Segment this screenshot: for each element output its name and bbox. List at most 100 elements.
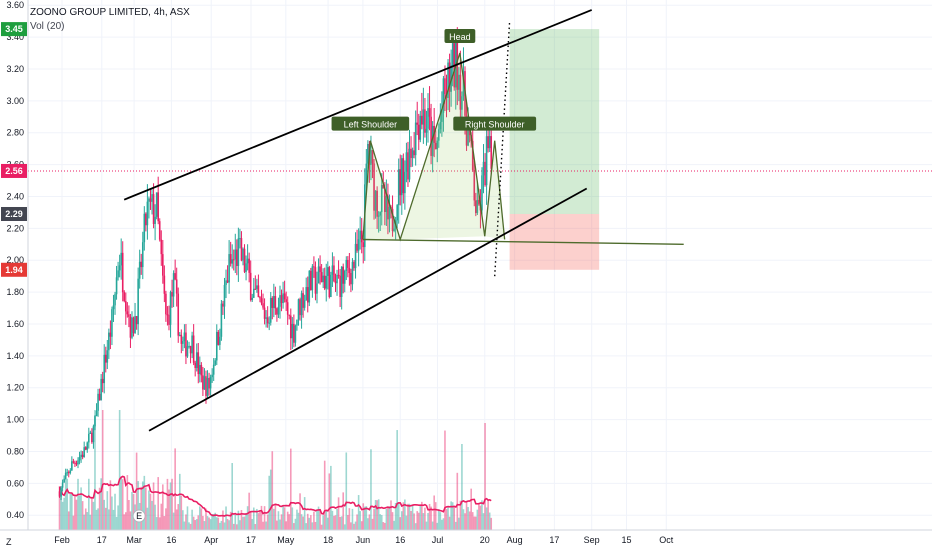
volume-bar <box>220 520 223 530</box>
volume-bar <box>151 500 153 530</box>
volume-bar <box>115 516 118 530</box>
candle-body <box>180 334 183 344</box>
volume-bar <box>162 484 164 530</box>
volume-bar <box>434 502 437 530</box>
x-tick-label: Jun <box>356 535 371 545</box>
candle-body <box>249 272 252 300</box>
candle-body <box>385 195 388 212</box>
candle-body <box>186 346 189 357</box>
price-tag-box <box>1 163 27 178</box>
candle-body <box>404 171 406 194</box>
volume-bar <box>75 499 78 530</box>
volume-bar <box>152 482 155 530</box>
volume-bar <box>129 511 132 530</box>
volume-bar <box>285 521 287 530</box>
candle-body <box>444 78 446 95</box>
candle-body <box>97 393 99 411</box>
volume-bar <box>471 512 474 530</box>
volume-bar <box>288 514 291 530</box>
candle-body <box>117 270 119 278</box>
candle-body <box>209 377 212 389</box>
volume-bar <box>211 514 213 530</box>
volume-bar <box>246 506 249 530</box>
candle-body <box>163 275 166 294</box>
volume-bar <box>399 517 402 530</box>
volume-bar <box>437 509 440 530</box>
volume-bar <box>475 516 477 530</box>
candle-body <box>316 283 318 294</box>
candle-body <box>340 266 343 297</box>
candle-body <box>337 274 340 276</box>
candle-body <box>215 331 218 361</box>
candle-body <box>101 378 104 384</box>
candle-body <box>183 332 186 342</box>
candle-body <box>129 316 132 338</box>
volume-bar <box>263 506 266 530</box>
candle-body <box>106 350 109 363</box>
candle-body <box>121 252 124 293</box>
candle-body <box>282 293 284 304</box>
candle-body <box>220 303 223 337</box>
volume-bar <box>226 518 229 530</box>
volume-bar <box>67 511 70 530</box>
candle-body <box>266 317 269 324</box>
volume-bar <box>310 515 312 530</box>
volume-bar <box>481 500 483 530</box>
candle-body <box>430 116 432 156</box>
candle-body <box>441 112 443 122</box>
candle-body <box>168 314 170 325</box>
candle-body <box>314 267 317 294</box>
candle-body <box>69 470 72 473</box>
candle-body <box>334 281 337 284</box>
volume-bar <box>319 510 321 530</box>
volume-bar <box>112 509 115 530</box>
candle-body <box>419 115 422 140</box>
candle-body <box>388 207 391 220</box>
volume-bar <box>97 508 99 530</box>
volume-bar <box>260 505 263 530</box>
volume-bar <box>279 519 281 530</box>
candle-body <box>485 136 488 186</box>
volume-bar <box>320 524 323 530</box>
volume-bar <box>316 509 318 530</box>
candle-body <box>319 266 321 273</box>
candle-body <box>427 108 429 129</box>
volume-bar <box>273 508 275 530</box>
candle-body <box>488 136 491 149</box>
candle-body <box>345 259 348 271</box>
volume-bars <box>58 410 493 530</box>
volume-bar <box>186 506 189 530</box>
volume-bar <box>379 514 382 530</box>
candle-body <box>203 376 206 390</box>
volume-bar <box>291 507 294 530</box>
candle-body <box>78 457 81 461</box>
candle-body <box>437 129 440 141</box>
candle-body <box>439 121 442 130</box>
x-tick-label: Jul <box>432 535 444 545</box>
volume-bar <box>71 493 73 530</box>
candle-body <box>277 306 280 315</box>
volume-bar <box>374 500 377 530</box>
neckline <box>362 238 684 245</box>
volume-bar <box>297 512 300 530</box>
volume-bar <box>232 523 235 530</box>
candles <box>58 27 493 501</box>
volume-bar <box>77 478 79 530</box>
candle-body <box>58 491 61 497</box>
candle-body <box>131 317 133 338</box>
volume-bar <box>458 517 460 530</box>
volume-bar <box>485 507 488 530</box>
candle-body <box>342 266 345 284</box>
candle-body <box>245 263 247 272</box>
candle-body <box>482 161 485 176</box>
candle-body <box>86 442 89 450</box>
volume-bar <box>470 488 472 530</box>
volume-bar <box>428 503 431 530</box>
x-tick-label: 18 <box>323 535 333 545</box>
candle-body <box>225 280 227 285</box>
pattern-shapes <box>362 52 684 245</box>
volume-bar <box>212 513 215 530</box>
candle-body <box>276 308 278 315</box>
candle-body <box>424 109 426 133</box>
